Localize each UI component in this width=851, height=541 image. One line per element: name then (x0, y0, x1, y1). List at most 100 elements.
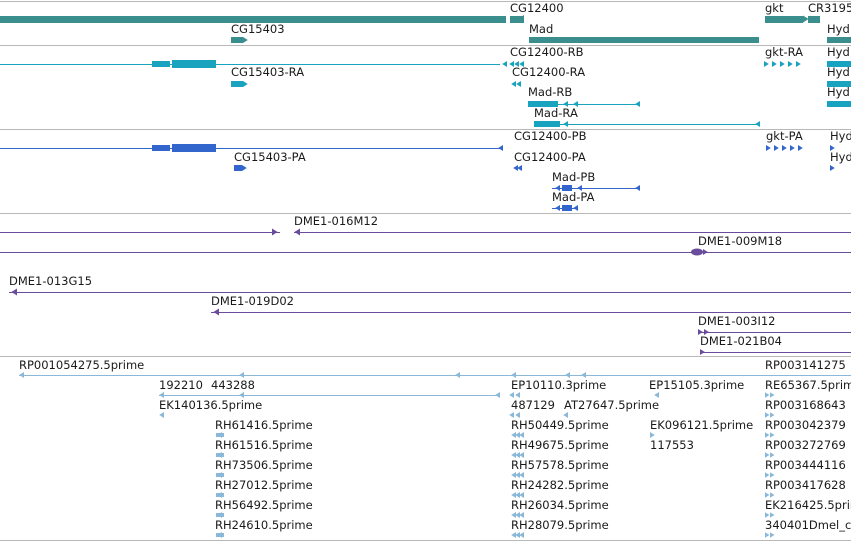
gene-feature-label[interactable]: CR3195 (808, 1, 851, 15)
strand-arrow-icon (772, 61, 777, 67)
est-feature-label[interactable]: 117553 (650, 438, 694, 452)
protein-feature-label[interactable]: CG15403-PA (234, 150, 306, 164)
strand-arrow-icon (766, 145, 771, 151)
est-feature-label[interactable]: 340401Dmel_c (765, 518, 851, 532)
strand-arrow-icon (519, 432, 524, 438)
strand-arrow-icon (509, 412, 514, 418)
strand-arrow-icon (159, 412, 164, 418)
transcript-feature-label[interactable]: Hyd (827, 45, 850, 59)
est-feature-label[interactable]: RH26034.5prime (511, 498, 609, 512)
transcript-feature-label[interactable]: CG15403-RA (231, 65, 304, 79)
feature-glyphs[interactable] (19, 372, 851, 538)
feature-glyphs[interactable] (0, 60, 851, 127)
est-feature-label[interactable]: RP001054275.5prime (19, 358, 144, 372)
feature-glyphs[interactable] (0, 15, 851, 43)
protein-feature-label[interactable]: gkt-PA (766, 129, 803, 143)
feature-block (216, 473, 224, 477)
bac-feature-label[interactable]: DME1-016M12 (294, 214, 378, 228)
bac-feature-label[interactable]: DME1-019D02 (211, 294, 294, 308)
est-feature-label[interactable]: RP003417628 (765, 478, 846, 492)
strand-arrow-icon (765, 432, 770, 438)
protein-feature-label[interactable]: CG12400-PA (514, 150, 586, 164)
bac-feature-label[interactable]: DME1-013G15 (9, 274, 92, 288)
strand-arrow-icon (514, 61, 519, 67)
strand-arrow-icon (700, 349, 705, 355)
est-feature-label[interactable]: EK140136.5prime (159, 398, 262, 412)
strand-arrow-icon (511, 492, 516, 498)
est-feature-label[interactable]: RP003042379 (765, 418, 846, 432)
feature-glyphs[interactable] (0, 228, 851, 356)
est-feature-label[interactable]: RH56492.5prime (215, 498, 313, 512)
strand-arrow-icon (796, 61, 801, 67)
strand-arrow-icon (511, 532, 516, 538)
strand-arrow-icon (511, 452, 516, 458)
gene-feature-label[interactable]: Hyd (827, 22, 850, 36)
est-feature-label[interactable]: RH28079.5prime (511, 518, 609, 532)
strand-arrow-icon (703, 249, 708, 255)
strand-arrow-icon (515, 392, 520, 398)
protein-track: CG12400-PB gkt-PA Hyd CG15403-PA CG12400-PA H… (0, 129, 851, 211)
feature-glyphs[interactable] (0, 144, 835, 211)
est-feature-label[interactable]: RH61516.5prime (215, 438, 313, 452)
gene-feature-label[interactable]: Mad (529, 22, 553, 36)
transcript-feature-label[interactable]: gkt-RA (765, 45, 803, 59)
protein-feature-label[interactable]: Hyd (830, 129, 851, 143)
transcript-feature-label[interactable]: Hyd (827, 65, 850, 79)
est-feature-label[interactable]: EK096121.5prime (650, 418, 753, 432)
strand-arrow-icon (563, 412, 568, 418)
protein-feature-label[interactable]: Hyd (830, 150, 851, 164)
est-feature-label[interactable]: 443288 (211, 378, 255, 392)
transcript-feature-label[interactable]: CG12400-RB (510, 45, 584, 59)
gene-feature-label[interactable]: CG12400 (510, 1, 564, 15)
est-feature-label[interactable]: RH50449.5prime (511, 418, 609, 432)
est-feature-label[interactable]: RP003444116 (765, 458, 846, 472)
est-feature-label[interactable]: EP10110.3prime (511, 378, 606, 392)
strand-arrow-icon (515, 432, 520, 438)
est-feature-label[interactable]: RH49675.5prime (511, 438, 609, 452)
transcript-feature-label[interactable]: Mad-RB (528, 85, 572, 99)
strand-arrow-icon (519, 472, 524, 478)
est-feature-label[interactable]: RP003141275 (765, 358, 846, 372)
transcript-feature-label[interactable]: Hyd (827, 85, 850, 99)
feature-block (216, 453, 224, 457)
strand-arrow-icon (498, 145, 503, 151)
est-feature-label[interactable]: 192210 (159, 378, 203, 392)
protein-feature-label[interactable]: Mad-PA (552, 190, 595, 204)
est-feature-label[interactable]: RE65367.5prime (765, 378, 851, 392)
strand-arrow-icon (519, 452, 524, 458)
strand-arrow-icon (515, 412, 520, 418)
gene-feature-label[interactable]: gkt (765, 1, 784, 15)
strand-arrow-icon (455, 372, 460, 378)
bac-feature-label[interactable]: DME1-003I12 (698, 314, 776, 328)
bac-feature-label[interactable]: DME1-021B04 (700, 334, 782, 348)
est-feature-label[interactable]: RP003168643 (765, 398, 846, 412)
est-feature-label[interactable]: RH73506.5prime (215, 458, 313, 472)
est-feature-label[interactable]: RH24282.5prime (511, 478, 609, 492)
protein-feature-label[interactable]: CG12400-PB (514, 129, 587, 143)
est-feature-label[interactable]: 487129 (511, 398, 555, 412)
strand-arrow-icon (581, 372, 586, 378)
feature-block (529, 37, 759, 43)
est-feature-label[interactable]: EP15105.3prime (649, 378, 744, 392)
strand-arrow-icon (765, 512, 770, 518)
transcript-feature-label[interactable]: CG12400-RA (512, 65, 585, 79)
feature-block (216, 493, 224, 497)
protein-feature-label[interactable]: Mad-PB (552, 170, 595, 184)
transcript-feature-label[interactable]: Mad-RA (534, 106, 578, 120)
strand-arrow-icon (515, 452, 520, 458)
strand-arrow-icon (765, 392, 770, 398)
est-feature-label[interactable]: RH24610.5prime (215, 518, 313, 532)
est-feature-label[interactable]: RH27012.5prime (215, 478, 313, 492)
est-feature-label[interactable]: RH61416.5prime (215, 418, 313, 432)
est-feature-label[interactable]: RH57578.5prime (511, 458, 609, 472)
gene-feature-label[interactable]: CG15403 (231, 22, 285, 36)
est-feature-label[interactable]: RP003272769 (765, 438, 846, 452)
est-feature-label[interactable]: EK216425.5prime (765, 498, 851, 512)
strand-arrow-icon (519, 61, 524, 67)
bac-feature-label[interactable]: DME1-009M18 (698, 234, 782, 248)
feature-block (808, 16, 820, 23)
est-feature-label[interactable]: AT27647.5prime (564, 398, 659, 412)
feature-block (534, 121, 560, 127)
feature-block (0, 16, 506, 23)
